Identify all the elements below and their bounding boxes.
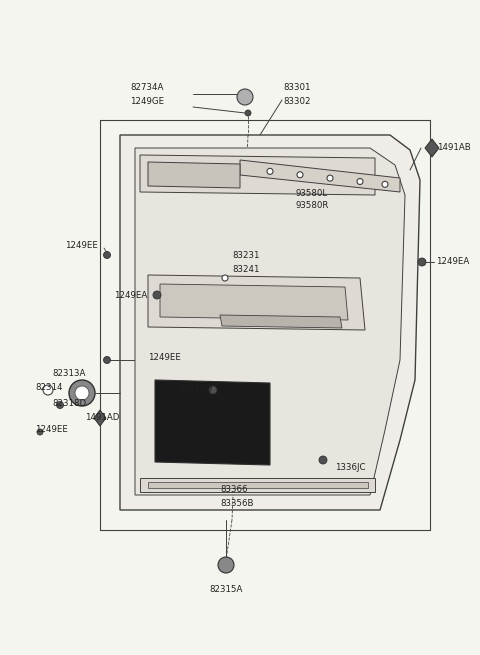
Circle shape — [245, 110, 251, 116]
Polygon shape — [425, 139, 439, 157]
Polygon shape — [155, 380, 270, 465]
Text: 83301: 83301 — [283, 83, 311, 92]
Text: 1249EE: 1249EE — [35, 426, 68, 434]
Circle shape — [237, 89, 253, 105]
Text: 1249EE: 1249EE — [148, 354, 181, 362]
Text: 93580R: 93580R — [295, 202, 328, 210]
Circle shape — [357, 179, 363, 185]
Polygon shape — [135, 148, 405, 495]
Circle shape — [75, 386, 89, 400]
Circle shape — [57, 402, 63, 409]
Text: 1491AB: 1491AB — [437, 143, 471, 153]
Polygon shape — [140, 478, 375, 492]
Text: 1491AD: 1491AD — [85, 413, 120, 422]
Circle shape — [153, 291, 161, 299]
Polygon shape — [148, 275, 365, 330]
Text: 1336JC: 1336JC — [335, 464, 365, 472]
Circle shape — [209, 386, 217, 394]
Text: 1249EA: 1249EA — [114, 291, 147, 299]
Circle shape — [222, 275, 228, 281]
Polygon shape — [94, 410, 106, 426]
Polygon shape — [220, 315, 342, 328]
Text: 1249EE: 1249EE — [65, 240, 98, 250]
Circle shape — [104, 252, 110, 259]
Polygon shape — [148, 162, 240, 188]
Polygon shape — [120, 135, 420, 510]
Text: 1249EA: 1249EA — [436, 257, 469, 267]
Text: 83302: 83302 — [283, 96, 311, 105]
Text: 82734A: 82734A — [130, 83, 163, 92]
Text: 83356B: 83356B — [220, 498, 253, 508]
Text: 83231: 83231 — [232, 252, 260, 261]
Text: 93580L: 93580L — [295, 189, 327, 198]
Text: 82318D: 82318D — [52, 398, 86, 407]
Polygon shape — [240, 160, 400, 192]
Text: 1249GE: 1249GE — [130, 96, 164, 105]
Circle shape — [218, 557, 234, 573]
Text: 82313A: 82313A — [52, 369, 85, 377]
Circle shape — [418, 258, 426, 266]
Circle shape — [382, 181, 388, 187]
Text: 83366: 83366 — [220, 485, 248, 495]
Circle shape — [43, 385, 53, 395]
Circle shape — [104, 356, 110, 364]
Circle shape — [297, 172, 303, 178]
Circle shape — [327, 175, 333, 181]
Polygon shape — [148, 482, 368, 488]
Text: 83241: 83241 — [232, 265, 260, 274]
Text: 82314: 82314 — [35, 383, 62, 392]
Text: 82315A: 82315A — [209, 586, 243, 595]
Circle shape — [37, 429, 43, 435]
Polygon shape — [140, 155, 375, 195]
Circle shape — [267, 168, 273, 174]
Text: 82315D: 82315D — [178, 386, 212, 394]
Circle shape — [319, 456, 327, 464]
Circle shape — [69, 380, 95, 406]
Polygon shape — [160, 284, 348, 320]
